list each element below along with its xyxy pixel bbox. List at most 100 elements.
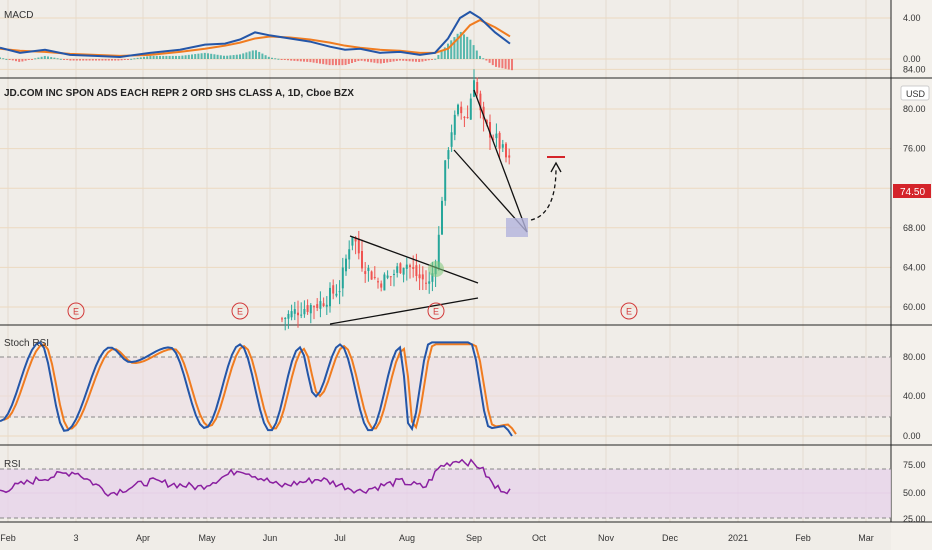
macd-histogram-bar [155,55,158,59]
macd-tick-label: 0.00 [903,54,921,64]
earnings-marker [427,302,445,320]
candle-body [466,117,469,119]
macd-histogram-bar [271,57,273,59]
macd-histogram-bar [31,59,33,60]
macd-histogram-bar [152,55,155,59]
candle-body [325,304,328,307]
candle-body [476,82,479,94]
candle-body [479,93,482,111]
macd-histogram-bar [370,59,373,63]
triangle-upper-line [349,235,479,284]
macd-histogram-bar [306,59,309,62]
candle-body [495,133,498,139]
candle-body [453,114,456,135]
macd-histogram-bar [434,58,437,60]
candle-body [377,281,379,283]
macd-histogram-bar [34,58,37,60]
macd-histogram-bar [456,33,459,59]
candle-body [322,303,325,306]
candle-body [409,265,411,268]
price-tick-label: 84.00 [903,64,926,74]
macd-histogram-bar [309,59,312,63]
macd-histogram-bar [130,58,133,60]
candle-body [460,106,463,114]
rsi-tick-label: 75.00 [903,460,926,470]
candle-body [399,263,402,274]
macd-histogram-bar [411,59,414,62]
macd-histogram-bar [367,59,369,62]
rsi-title: RSI [4,459,21,470]
macd-histogram-bar [210,53,213,59]
macd-histogram-bar [37,57,40,59]
macd-histogram-bar [143,56,145,59]
macd-histogram-bar [171,55,174,59]
stoch-d-line [3,342,517,435]
macd-histogram-bar [194,54,197,59]
macd-histogram-bar [322,59,325,65]
candle-body [329,287,331,307]
macd-histogram-bar [184,55,187,59]
macd-histogram-bar [43,55,46,59]
earnings-marker-label: E [73,307,79,317]
rsi-line [0,458,511,497]
candle-body [383,274,386,291]
macd-histogram-bar [402,59,405,61]
macd-signal-line [0,18,511,57]
macd-histogram-bar [267,56,270,59]
macd-histogram-bar [59,58,62,60]
macd-histogram-bar [5,58,8,60]
candle-body [357,238,360,254]
macd-histogram-bar [229,55,232,59]
x-tick-label: Dec [662,533,679,543]
projection-arrowhead [550,161,562,173]
candle-body [319,301,322,309]
macd-histogram-bar [149,55,152,59]
x-tick-label: 2021 [728,533,748,543]
macd-histogram-bar [501,59,504,69]
x-tick-label: Oct [532,533,547,543]
candle-body [469,98,472,120]
currency-badge[interactable] [900,85,930,101]
macd-histogram-bar [235,54,238,59]
price-tick-label: 68.00 [903,223,926,233]
macd-histogram-bar [0,57,1,59]
candle-body [351,236,354,246]
macd-histogram-bar [498,59,501,68]
x-tick-label: Jun [263,533,278,543]
macd-histogram-bar [427,59,430,61]
macd-histogram-bar [258,51,261,59]
candle-body [341,267,344,289]
rsi-tick-label: 50.00 [903,488,926,498]
macd-histogram-bar [191,54,193,59]
macd-histogram-bar [331,59,334,66]
candle-body [306,305,309,312]
macd-histogram-bar [344,59,347,65]
x-tick-label: 3 [73,533,78,543]
macd-histogram-bar [335,59,337,66]
last-price-tag [893,184,931,198]
macd-histogram-bar [50,57,53,59]
macd-histogram-bar [488,59,491,63]
macd-histogram-bar [232,55,235,59]
candle-body [293,309,296,314]
macd-histogram-bar [8,59,11,60]
macd-histogram-bar [459,31,462,59]
macd-histogram-bar [431,59,433,60]
macd-histogram-bar [453,37,456,59]
target-zone [506,218,528,237]
macd-histogram-bar [475,50,478,59]
macd-histogram-bar [107,59,110,61]
macd-histogram-bar [139,57,142,59]
macd-histogram-bar [162,55,165,59]
candle-body [412,267,415,269]
candle-body [482,106,485,120]
candle-body [498,132,501,149]
macd-histogram-bar [482,58,485,60]
price-tick-label: 80.00 [903,104,926,114]
price-tick-label: 76.00 [903,144,926,154]
macd-histogram-bar [472,45,475,59]
candle-body [421,274,424,280]
candle-body [370,271,373,280]
